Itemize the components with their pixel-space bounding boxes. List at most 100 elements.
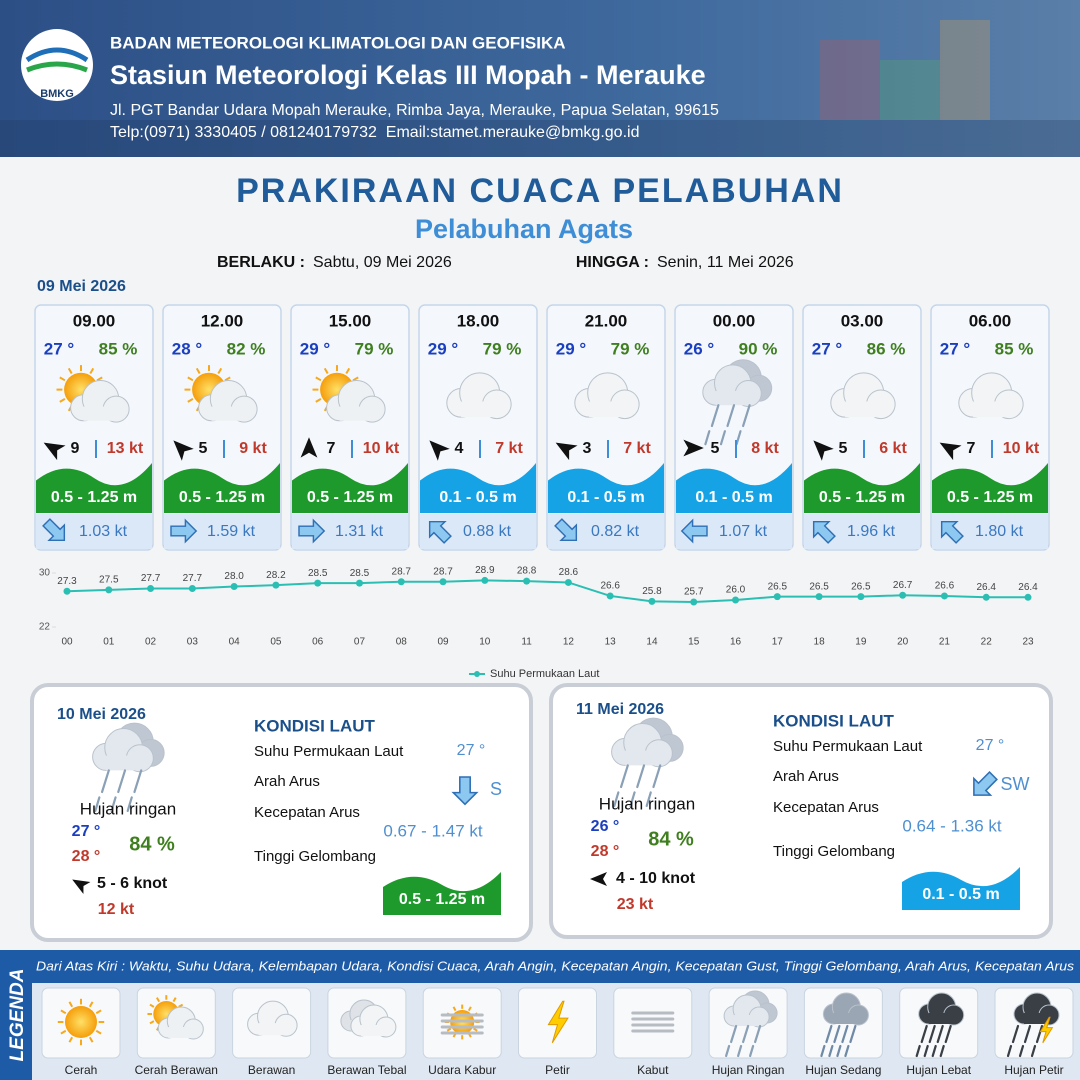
cloud-part bbox=[339, 406, 373, 421]
rain bbox=[710, 404, 720, 428]
rain bbox=[1018, 1044, 1025, 1058]
sun-ray bbox=[467, 1006, 472, 1012]
legend-label: Hujan Sedang bbox=[805, 1063, 881, 1077]
sun-ray bbox=[452, 1006, 457, 1012]
wind-direction bbox=[429, 440, 450, 461]
sea-row-label: Tinggi Gelombang bbox=[254, 848, 376, 865]
rain bbox=[726, 404, 736, 428]
x-tick-label: 19 bbox=[855, 637, 867, 648]
rain bbox=[939, 1044, 945, 1058]
weather-icon bbox=[247, 1000, 298, 1037]
card-wave: 0.1 - 0.5 m bbox=[695, 489, 772, 506]
card-wind-speed: 9 bbox=[71, 440, 80, 457]
title: PRAKIRAAN CUACA PELABUHAN bbox=[236, 172, 844, 210]
sst-point bbox=[481, 576, 489, 584]
sst-point bbox=[982, 593, 990, 601]
sst-value-label: 28.2 bbox=[266, 570, 286, 581]
legend-label: Cerah bbox=[65, 1063, 98, 1077]
card-current-speed: 0.82 kt bbox=[591, 523, 640, 540]
panel-wind: 4 - 10 knot bbox=[616, 870, 696, 887]
x-tick-label: 01 bbox=[103, 637, 115, 648]
card-wind-speed: 5 bbox=[711, 440, 720, 457]
wave-band bbox=[932, 463, 1048, 513]
sea-row-label: Tinggi Gelombang bbox=[773, 843, 895, 860]
legend-label: Berawan Tebal bbox=[327, 1063, 406, 1077]
rain bbox=[741, 1024, 750, 1044]
card-humidity: 85 % bbox=[995, 339, 1034, 358]
sst-value-label: 25.7 bbox=[684, 587, 704, 598]
card-gust: 13 kt bbox=[107, 440, 144, 457]
rain bbox=[820, 1044, 826, 1058]
weather-icon bbox=[312, 365, 386, 423]
card-time: 06.00 bbox=[969, 311, 1012, 330]
card-wave: 0.1 - 0.5 m bbox=[567, 489, 644, 506]
card-gust: 7 kt bbox=[495, 440, 523, 457]
rain bbox=[110, 796, 117, 813]
sst-point bbox=[105, 586, 113, 594]
card-time: 18.00 bbox=[457, 311, 500, 330]
wave-band bbox=[36, 463, 152, 513]
rain bbox=[704, 430, 711, 446]
sun-ray bbox=[149, 1003, 155, 1008]
card-gust: 8 kt bbox=[751, 440, 779, 457]
rain bbox=[645, 791, 652, 808]
wave-band bbox=[292, 463, 408, 513]
sst-point bbox=[523, 577, 531, 585]
sst-point bbox=[899, 591, 907, 599]
sst-value-label: 26.0 bbox=[726, 585, 746, 596]
x-tick-label: 17 bbox=[772, 637, 784, 648]
rain bbox=[735, 430, 742, 446]
y-tick-label: 22 bbox=[39, 622, 51, 633]
panel-date: 11 Mei 2026 bbox=[576, 701, 664, 718]
logo-stripe bbox=[25, 47, 89, 63]
x-tick-label: 04 bbox=[229, 637, 241, 648]
rain bbox=[748, 1044, 755, 1058]
rain bbox=[849, 1024, 857, 1044]
sst-value-label: 28.9 bbox=[475, 565, 495, 576]
sst-value-label: 27.3 bbox=[57, 576, 77, 587]
rain bbox=[619, 764, 629, 789]
weather-icon bbox=[56, 365, 130, 423]
card-current-speed: 1.59 kt bbox=[207, 523, 256, 540]
card-wave: 0.5 - 1.25 m bbox=[51, 489, 137, 506]
sst-point bbox=[773, 593, 781, 601]
x-tick-label: 07 bbox=[354, 637, 366, 648]
wave-band bbox=[676, 463, 792, 513]
sun-ray bbox=[59, 398, 66, 403]
sun-ray bbox=[217, 367, 223, 375]
rain bbox=[736, 1044, 743, 1058]
card-wind-speed: 5 bbox=[199, 440, 208, 457]
sun-ray bbox=[95, 1029, 102, 1035]
legend-label: Hujan Petir bbox=[1004, 1063, 1063, 1077]
x-tick-label: 22 bbox=[981, 637, 993, 648]
rain bbox=[836, 1044, 842, 1058]
rain bbox=[629, 791, 636, 808]
sst-value-label: 28.0 bbox=[224, 571, 244, 582]
current-direction bbox=[973, 771, 998, 796]
card-humidity: 79 % bbox=[611, 339, 650, 358]
sst-point bbox=[606, 592, 614, 600]
card-temperature: 28 ° bbox=[172, 339, 203, 358]
sea-current-direction: S bbox=[490, 779, 502, 799]
rain bbox=[1006, 1044, 1013, 1058]
sun-ray bbox=[60, 1029, 67, 1035]
sun-ray bbox=[88, 1036, 94, 1043]
cloud-part bbox=[168, 1027, 194, 1038]
sun-ray bbox=[96, 376, 103, 382]
lightning bbox=[547, 1000, 569, 1044]
wave-band bbox=[420, 463, 536, 513]
wind-direction bbox=[590, 872, 607, 886]
current-direction bbox=[451, 776, 479, 806]
sea-temperature: 27 ° bbox=[457, 742, 486, 759]
legend-bar bbox=[0, 950, 1080, 983]
sun-ray bbox=[68, 1036, 74, 1043]
sst-point bbox=[648, 597, 656, 605]
sea-title: KONDISI LAUT bbox=[773, 711, 895, 730]
card-wave: 0.5 - 1.25 m bbox=[307, 489, 393, 506]
wave-band bbox=[548, 463, 664, 513]
panel-temp-max: 28 ° bbox=[591, 843, 620, 860]
sst-value-label: 28.5 bbox=[308, 568, 328, 579]
sun-ray bbox=[95, 1009, 102, 1015]
card-gust: 10 kt bbox=[363, 440, 400, 457]
weather-icon bbox=[92, 722, 165, 813]
